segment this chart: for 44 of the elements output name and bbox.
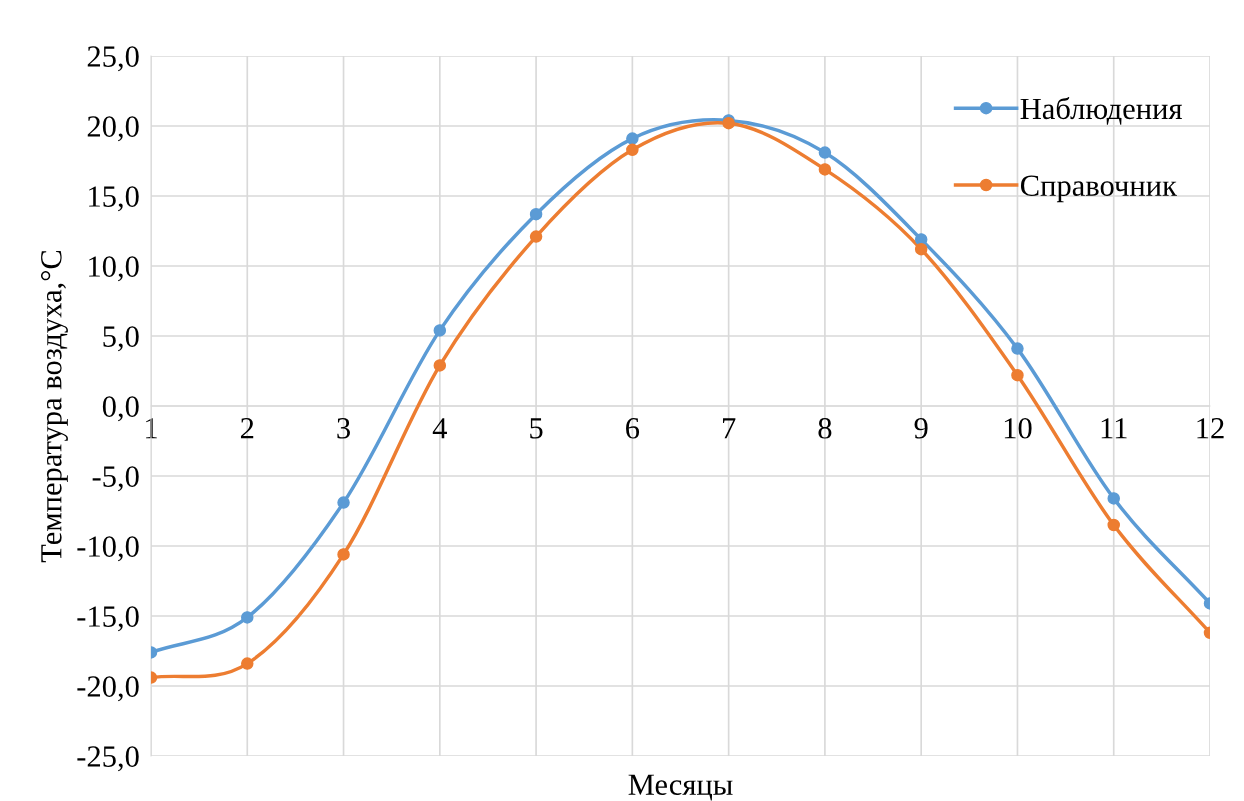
x-tick-label: 8 [818, 417, 832, 439]
x-tick-label: 7 [723, 418, 736, 439]
point [337, 496, 350, 509]
x-tick-label: 3 [337, 418, 350, 439]
x-tick-label: 2 [240, 418, 254, 439]
y-tick-label: 5,0 [103, 326, 139, 352]
point [529, 230, 543, 243]
x-tick-label: 5 [530, 418, 543, 439]
y-tick-label: -25,0 [77, 746, 139, 772]
point [241, 657, 254, 670]
y-tick-label: 20,0 [87, 116, 139, 142]
point [1107, 518, 1120, 532]
x-tick-label: 10 [1004, 417, 1032, 439]
point [337, 548, 350, 561]
x-tick-label: 12 [1197, 418, 1224, 439]
point [241, 611, 254, 624]
y-axis-title: Температура воздуха,°С [41, 250, 68, 563]
x-tick-label: 6 [626, 418, 640, 439]
point [433, 359, 447, 372]
point [433, 324, 447, 337]
y-tick-label: 10,0 [89, 256, 139, 282]
point [818, 146, 832, 159]
y-tick-label: -10,0 [77, 536, 139, 562]
y-tick-label: -20,0 [77, 676, 139, 702]
y-tick-label: 0,0 [102, 396, 139, 422]
x-axis-title: Месяцы [628, 774, 733, 801]
y-tick-label: 25,0 [87, 46, 139, 72]
y-tick-label: -5,0 [92, 466, 139, 492]
legend-label: Наблюдения [1020, 97, 1182, 125]
legend-label: Справочник [1020, 175, 1177, 203]
point [914, 242, 928, 256]
point [626, 132, 639, 145]
point [626, 143, 639, 157]
point [529, 207, 543, 221]
x-tick-label: 11 [1101, 418, 1127, 439]
point [1011, 342, 1024, 355]
y-tick-label: -15,0 [77, 606, 139, 632]
x-tick-label: 9 [914, 418, 928, 439]
x-tick-label: 1 [146, 418, 157, 439]
point [818, 163, 832, 176]
point [1011, 368, 1024, 382]
point [1107, 492, 1120, 505]
y-tick-label: 15,0 [89, 186, 139, 212]
x-tick-label: 4 [432, 418, 447, 439]
